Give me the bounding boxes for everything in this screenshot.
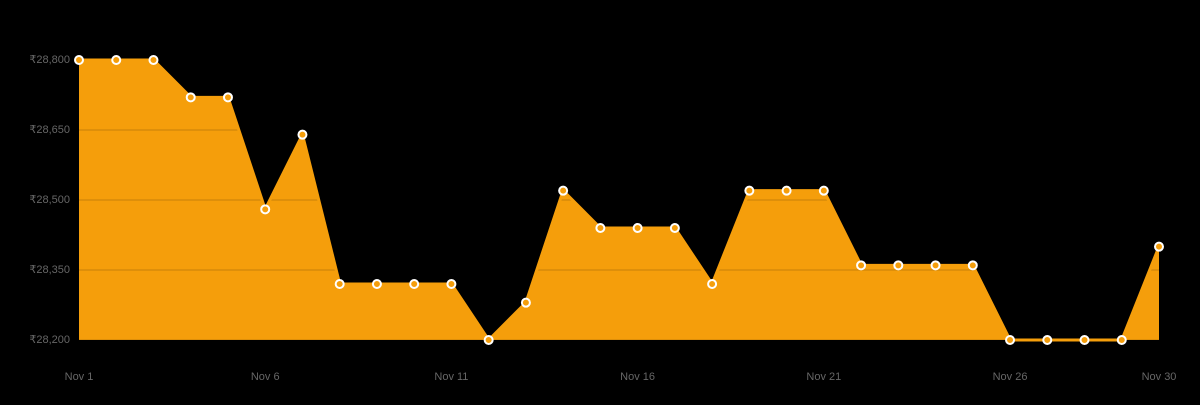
data-point-marker[interactable] (297, 129, 308, 140)
data-point-marker[interactable] (483, 335, 494, 345)
data-point-marker[interactable] (446, 279, 457, 289)
data-point-marker[interactable] (148, 55, 159, 65)
data-point-marker[interactable] (185, 92, 196, 103)
data-point-marker[interactable] (930, 260, 941, 271)
data-point-marker[interactable] (371, 279, 382, 289)
data-point-marker[interactable] (707, 279, 718, 289)
data-point-marker[interactable] (1042, 335, 1053, 345)
x-tick-label: Nov 16 (620, 371, 656, 383)
x-tick-label: Nov 26 (992, 371, 1028, 383)
data-point-marker[interactable] (632, 223, 643, 233)
x-tick-label: Nov 21 (806, 371, 842, 383)
data-point-marker[interactable] (260, 204, 271, 215)
data-point-marker[interactable] (1005, 335, 1016, 345)
data-point-marker[interactable] (967, 260, 978, 271)
data-point-marker[interactable] (111, 55, 122, 65)
x-tick-label: Nov 6 (250, 371, 280, 383)
data-point-marker[interactable] (744, 185, 755, 196)
data-point-marker[interactable] (595, 223, 606, 233)
data-point-marker[interactable] (520, 297, 531, 308)
x-tick-label: Nov 11 (434, 371, 469, 383)
data-point-marker[interactable] (856, 260, 867, 271)
data-point-marker[interactable] (222, 92, 233, 103)
y-tick-label: ₹28,200 (29, 334, 70, 346)
data-point-marker[interactable] (74, 55, 84, 65)
data-point-marker[interactable] (1079, 335, 1090, 345)
data-point-marker[interactable] (1116, 335, 1127, 345)
y-tick-label: ₹28,650 (29, 124, 70, 136)
x-tick-label: Nov 1 (64, 371, 94, 383)
data-point-marker[interactable] (893, 260, 904, 271)
data-point-marker[interactable] (818, 185, 829, 196)
data-point-marker[interactable] (409, 279, 420, 289)
y-tick-label: ₹28,350 (29, 264, 70, 276)
series-line (79, 58, 1161, 343)
y-tick-label: ₹28,500 (29, 194, 70, 206)
data-point-marker[interactable] (669, 223, 680, 233)
y-tick-label: ₹28,800 (29, 54, 70, 66)
data-point-marker[interactable] (334, 279, 345, 289)
data-point-marker[interactable] (1154, 241, 1164, 252)
data-point-marker[interactable] (781, 185, 792, 196)
data-point-marker[interactable] (558, 185, 569, 196)
x-tick-label: Nov 30 (1141, 371, 1177, 383)
